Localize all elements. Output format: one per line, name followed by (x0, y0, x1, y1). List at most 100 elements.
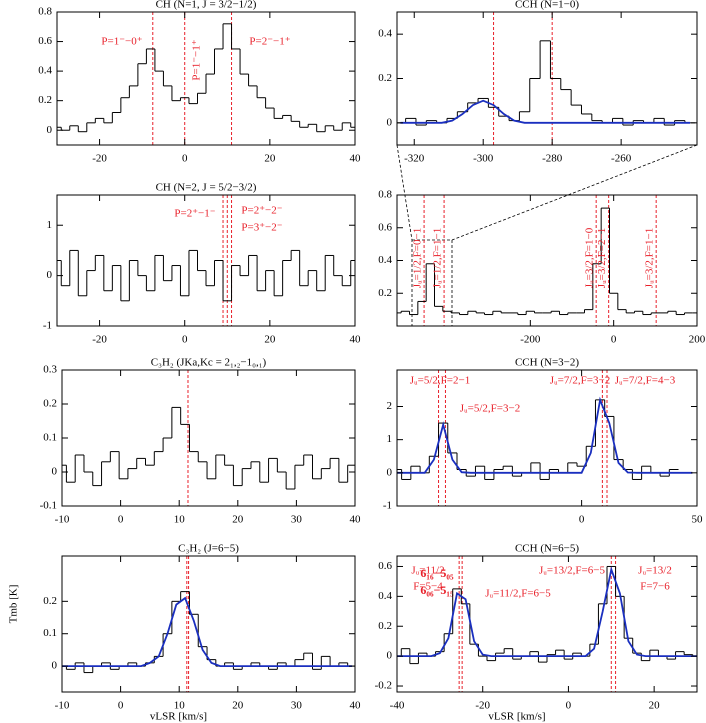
plot-area (397, 12, 696, 145)
y-tick-label: 0.4 (378, 590, 392, 602)
x-tick-label: 30 (291, 700, 303, 712)
plot-area (57, 195, 355, 326)
plot-area (397, 370, 693, 506)
y-tick-label: -1 (383, 500, 392, 512)
x-tick-label: 20 (232, 514, 244, 526)
y-tick-label: 0.2 (38, 94, 52, 106)
y-tick-label: 0.8 (378, 189, 392, 201)
x-tick-label: 0 (118, 700, 124, 712)
y-tick-label: 0.2 (43, 398, 57, 410)
panel-title: CCH (N=3−2) (515, 357, 579, 369)
y-tick-label: 0.3 (43, 364, 57, 376)
x-tick-label: -200 (520, 334, 541, 346)
transition-label: P=1⁻−0⁺ (101, 36, 142, 48)
transition-label: Jᵤ=7/2,F=4−3 (615, 375, 676, 387)
x-tick-label: 40 (350, 153, 362, 165)
x-tick-label: -40 (390, 700, 405, 712)
x-tick-label: 0 (566, 700, 572, 712)
x-tick-label: 20 (232, 700, 244, 712)
plot-area (57, 12, 355, 145)
y-tick-label: 0 (387, 116, 393, 128)
transition-label: Jᵤ=5/2,F=2−1 (410, 375, 470, 387)
y-tick-label: 0.2 (378, 287, 392, 299)
x-tick-label: -10 (55, 514, 70, 526)
y-tick-label: 0 (387, 466, 393, 478)
x-tick-label: -300 (473, 153, 494, 165)
x-tick-label: -20 (475, 700, 490, 712)
x-tick-label: 0 (182, 153, 188, 165)
transition-label: Jᵤ=5/2,F=3−2 (460, 403, 520, 415)
x-tick-label: 0 (118, 514, 124, 526)
panel-frame (56, 11, 356, 146)
transition-label: Jᵤ=1/2,F=0−1 (412, 228, 424, 288)
y-tick-label: 0.8 (38, 6, 52, 18)
fit-line (397, 396, 693, 474)
panel-frame (396, 11, 698, 146)
fit-line (62, 596, 353, 667)
y-tick-label: -0.1 (40, 500, 57, 512)
y-tick-label: -0.2 (375, 680, 392, 692)
panel-title: C₃H₂ (J=6−5) (178, 543, 239, 555)
y-tick-label: 0.1 (43, 627, 57, 639)
transition-label: P=3⁺−2⁻ (241, 222, 282, 234)
x-tick-label: -260 (611, 153, 632, 165)
y-tick-label: 0.1 (43, 432, 57, 444)
panel-frame (61, 369, 356, 507)
y-tick-label: 0.2 (43, 595, 57, 607)
y-tick-label: 0 (52, 660, 58, 672)
x-axis-label: vLSR [km/s] (488, 711, 545, 723)
plot-area (397, 195, 697, 326)
panel-frame (396, 369, 698, 507)
panel-frame (56, 194, 356, 327)
panel-frame (396, 194, 698, 327)
transition-label: Jᵤ=11/2,F=6−5 (485, 588, 551, 600)
y-tick-label: -1 (43, 320, 52, 332)
x-tick-label: 10 (174, 514, 186, 526)
y-tick-label: 0.4 (38, 65, 52, 77)
y-axis-label: Tmb [K] (8, 585, 20, 624)
transition-label: P=2⁻−1⁺ (249, 36, 290, 48)
transition-label: 6₀₆−5₁₅ (420, 583, 454, 597)
x-tick-label: 20 (264, 153, 276, 165)
y-tick-label: 0.4 (378, 254, 392, 266)
x-tick-label: 0 (611, 334, 617, 346)
x-tick-label: -320 (404, 153, 425, 165)
panel-title: C₃H₂ (JKa,Kc = 2₁,₂−1₀,₁) (151, 357, 267, 369)
x-axis-label: vLSR [km/s] (150, 711, 207, 723)
transition-label: Jᵤ=3/2,F=1−1 (644, 228, 656, 288)
panel-title: CCH (N=6−5) (515, 543, 579, 555)
transition-label: Jᵤ=7/2,F=3−2 (550, 375, 610, 387)
x-tick-label: -20 (92, 334, 107, 346)
x-tick-label: 40 (350, 700, 362, 712)
plot-area (62, 556, 355, 692)
transition-label: P=2⁺−2⁻ (241, 205, 282, 217)
transition-label: Jᵤ=13/2 (638, 565, 672, 577)
y-tick-label: 2 (387, 400, 393, 412)
transition-label: Jᵤ=1/2,F=1−1 (432, 228, 444, 288)
x-tick-label: -20 (92, 153, 107, 165)
transition-label: F=7−6 (640, 581, 670, 593)
transition-label: Jᵤ=3/2,F=2−1 (596, 228, 608, 288)
transition-label: P=2⁺−1⁻ (174, 208, 215, 220)
transition-label: Jᵤ=11/2 (411, 565, 444, 577)
y-tick-label: 0.6 (378, 221, 392, 233)
x-tick-label: 40 (350, 334, 362, 346)
plot-area (397, 556, 697, 692)
panel-frame (61, 555, 356, 693)
y-tick-label: 0.4 (378, 28, 392, 40)
panel-title: CH (N=1, J = 3/2−1/2) (156, 0, 257, 11)
zoom-connector (396, 144, 413, 241)
fit-line (400, 99, 691, 124)
y-tick-label: 0 (52, 466, 58, 478)
panel-frame (396, 555, 698, 693)
x-tick-label: 0 (182, 334, 188, 346)
y-tick-label: 0.6 (38, 35, 52, 47)
panel-title: CH (N=2, J = 5/2−3/2) (156, 182, 257, 194)
y-tick-label: 0 (387, 650, 393, 662)
y-tick-label: 1 (387, 433, 393, 445)
x-tick-label: 30 (291, 514, 303, 526)
transition-label: Jᵤ=13/2,F=6−5 (539, 565, 605, 577)
transition-label: P=1⁻−1⁺ (191, 39, 203, 80)
fit-line (397, 566, 697, 657)
